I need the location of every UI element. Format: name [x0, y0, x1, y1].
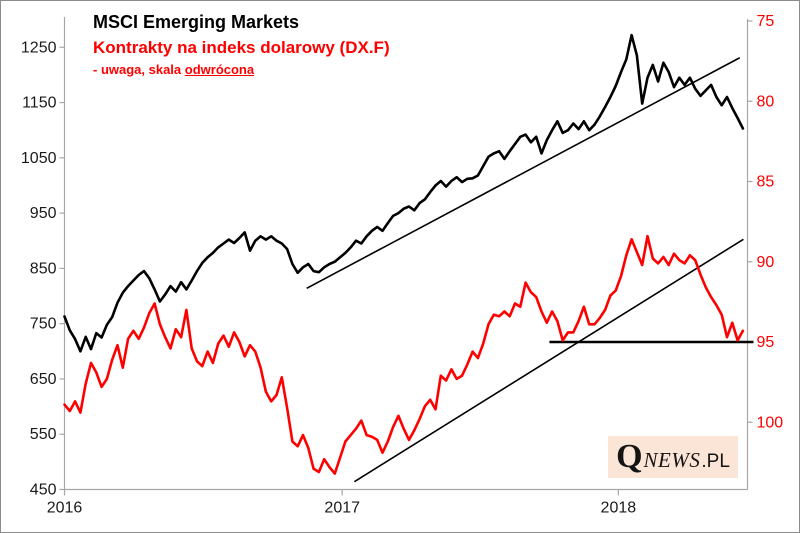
left-axis-tick-label: 1050: [21, 150, 57, 167]
left-axis-tick-label: 650: [30, 371, 57, 388]
left-axis-tick-label: 1250: [21, 39, 57, 56]
chart-title: MSCI Emerging Markets: [93, 12, 300, 32]
right-axis-tick-label: 75: [757, 13, 775, 30]
chart-title-block: MSCI Emerging Markets Kontrakty na indek…: [93, 9, 390, 80]
chart-note-prefix: - uwaga, skala: [93, 62, 185, 77]
x-axis-tick-label: 2017: [324, 500, 360, 517]
left-axis-tick-label: 450: [30, 482, 57, 499]
left-axis-tick-label: 850: [30, 260, 57, 277]
dx-futures-line: [63, 234, 745, 475]
logo-q: Q: [616, 438, 643, 475]
chart-note-underlined: odwrócona: [184, 62, 255, 77]
right-axis-tick-label: 90: [757, 254, 775, 271]
trendline-2: [353, 238, 744, 483]
qnews-logo: Q NEWS .PL: [608, 436, 738, 478]
right-axis-tick-label: 100: [757, 414, 784, 431]
left-axis-tick-label: 1150: [22, 95, 57, 112]
right-axis-tick-label: 95: [757, 334, 775, 351]
logo-pl: .PL: [701, 451, 730, 472]
x-axis-tick-label: 2016: [47, 500, 83, 517]
logo-news: NEWS: [643, 448, 701, 472]
x-axis-tick-label: 2018: [601, 500, 637, 517]
right-axis-tick-label: 80: [757, 93, 775, 110]
msci-em-line: [63, 33, 745, 353]
left-axis-tick-label: 950: [30, 205, 57, 222]
trendline-1: [306, 57, 741, 289]
left-axis-tick-label: 750: [30, 316, 57, 333]
left-axis-tick-label: 550: [30, 426, 57, 443]
chart-note: - uwaga, skala odwrócona: [93, 60, 390, 80]
chart-subtitle: Kontrakty na indeks dolarowy (DX.F): [93, 38, 390, 57]
right-axis-tick-label: 85: [757, 174, 775, 191]
